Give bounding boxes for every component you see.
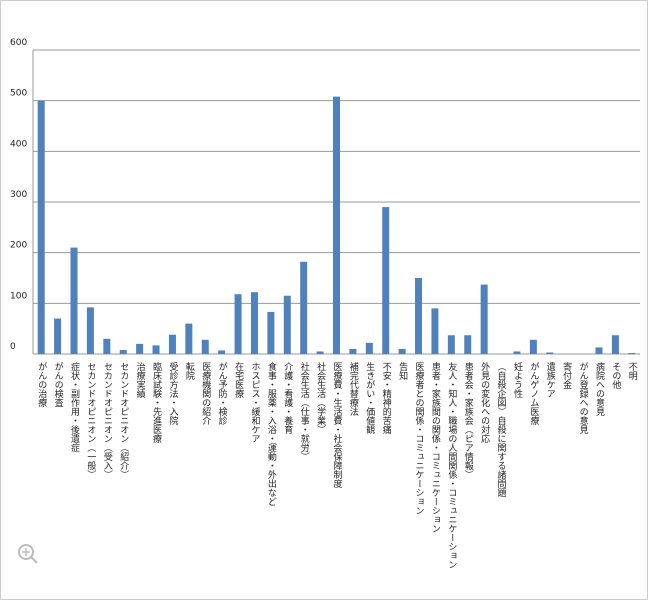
x-tick-label: 妊よう性 [512,361,523,399]
bar [168,334,176,354]
bar [628,352,636,354]
x-tick-label: 寄付金 [561,361,572,389]
bar [529,339,537,354]
bar [283,295,291,354]
x-tick-label: 社会生活（仕事・就労） [299,361,310,461]
bar [382,207,390,354]
y-tick-label: 200 [10,241,27,251]
bar [333,96,340,354]
x-tick-label: 受診方法・入院 [167,361,178,426]
x-tick-label: 不明 [627,362,638,381]
x-tick-label: 不安・精神的苦痛 [381,362,392,435]
bar [103,338,111,354]
x-tick-label: がんの治療 [36,361,47,407]
bar [70,247,78,354]
zoom-icon[interactable] [18,544,38,564]
bar [546,352,554,354]
x-tick-label: その他 [610,362,621,390]
x-tick-label: 社会生活（学業） [315,361,326,434]
y-tick-label: 500 [10,89,27,99]
x-tick-label: がんゲノム医療 [528,361,539,425]
bar [119,349,127,354]
bar [152,345,160,354]
x-tick-label: ホスピス・緩和ケア [249,362,259,443]
bar [300,261,308,354]
y-tick-label: 0 [10,342,16,352]
x-tick-label: セカンドオピニオン（受入） [102,362,113,479]
bar [611,335,619,354]
bar [316,351,324,354]
bar [431,308,439,354]
x-tick-label: 患者会・家族会（ピア情報） [463,361,474,479]
bar [234,294,242,354]
bar [513,351,521,354]
x-tick-label: 友人・知人・職場の人間関係・コミュニケーション [446,361,457,569]
x-tick-label: 補完代替療法 [348,361,359,417]
x-tick-label: 臨床試験・先進医療 [151,361,162,443]
x-tick-label: 医療機関の紹介 [200,362,211,425]
bar [86,307,94,354]
x-tick-label: 症状・副作用・後遺症 [69,361,80,453]
x-tick-label: 告知 [397,361,408,381]
x-tick-label: セカンドオピニオン（一般） [85,362,96,479]
x-tick-label: （自殺企図）自殺に関する諸問題 [496,362,507,498]
bar [447,335,455,354]
bar [136,343,144,354]
x-tick-label: 医療者との関係・コミュニケーション [414,362,425,515]
bar [250,292,258,354]
x-tick-label: 介護・看護・養育 [282,362,293,435]
bar [349,348,357,354]
y-tick-label: 600 [10,38,27,48]
y-tick-label: 400 [10,139,27,149]
bar [201,339,209,354]
bar [185,323,193,354]
bar [365,342,373,354]
x-tick-label: 食事・服薬・入浴・運動・外出など [266,361,277,506]
x-tick-label: 病院への意見 [594,361,605,417]
x-tick-label: がん登録への意見 [578,361,589,435]
x-tick-label: がん予防・検診 [217,361,228,426]
bar [464,335,472,354]
bar [54,318,62,354]
y-tick-label: 100 [10,291,27,301]
x-tick-label: 外見の変化への対応 [479,361,490,444]
bar [267,311,275,354]
bar [595,347,603,354]
bar [218,350,226,354]
x-tick-label: セカンドオピニオン（紹介） [118,362,129,479]
bar [37,100,45,355]
bar [415,278,423,354]
x-tick-label: 患者・家族間の関係・コミュニケーション [430,361,441,533]
bar [398,348,406,354]
x-tick-label: 在宅医療 [233,361,244,398]
bar [480,284,488,354]
x-tick-label: 遺族ケア [545,361,556,398]
x-tick-label: 治療実績 [135,361,146,399]
y-tick-label: 300 [10,190,27,200]
x-tick-label: がんの検査 [53,361,64,407]
x-tick-label: 医療費・生活費・社会保障制度 [332,362,343,489]
x-tick-label: 転院 [184,362,195,381]
x-tick-label: 生きがい・価値観 [364,361,375,435]
